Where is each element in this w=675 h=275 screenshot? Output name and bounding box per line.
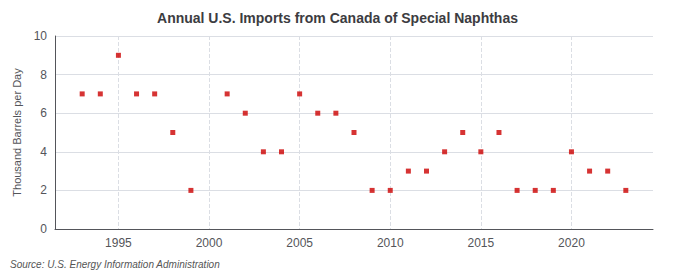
svg-text:2: 2	[40, 183, 47, 197]
svg-text:2015: 2015	[467, 236, 494, 250]
svg-text:2000: 2000	[196, 236, 223, 250]
svg-text:Annual U.S. Imports from Canad: Annual U.S. Imports from Canada of Speci…	[157, 10, 518, 26]
svg-text:6: 6	[40, 106, 47, 120]
svg-text:Source: U.S. Energy Informatio: Source: U.S. Energy Information Administ…	[10, 259, 220, 270]
svg-text:2020: 2020	[558, 236, 585, 250]
svg-text:2010: 2010	[377, 236, 404, 250]
svg-text:4: 4	[40, 145, 47, 159]
svg-text:0: 0	[40, 222, 47, 236]
svg-text:10: 10	[34, 29, 48, 43]
svg-text:8: 8	[40, 68, 47, 82]
svg-text:Thousand Barrels per Day: Thousand Barrels per Day	[11, 68, 23, 197]
svg-text:2005: 2005	[286, 236, 313, 250]
svg-text:1995: 1995	[105, 236, 132, 250]
